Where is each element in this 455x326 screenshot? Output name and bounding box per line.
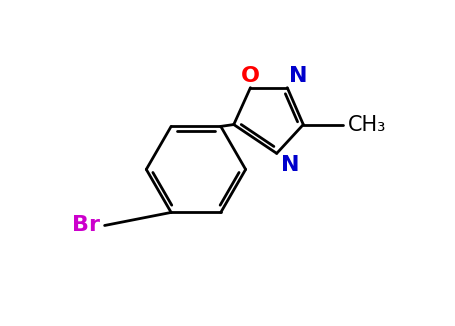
Text: CH₃: CH₃ xyxy=(348,114,386,135)
Text: O: O xyxy=(240,66,259,86)
Text: Br: Br xyxy=(72,215,100,235)
Text: N: N xyxy=(288,66,307,86)
Text: N: N xyxy=(280,155,298,175)
